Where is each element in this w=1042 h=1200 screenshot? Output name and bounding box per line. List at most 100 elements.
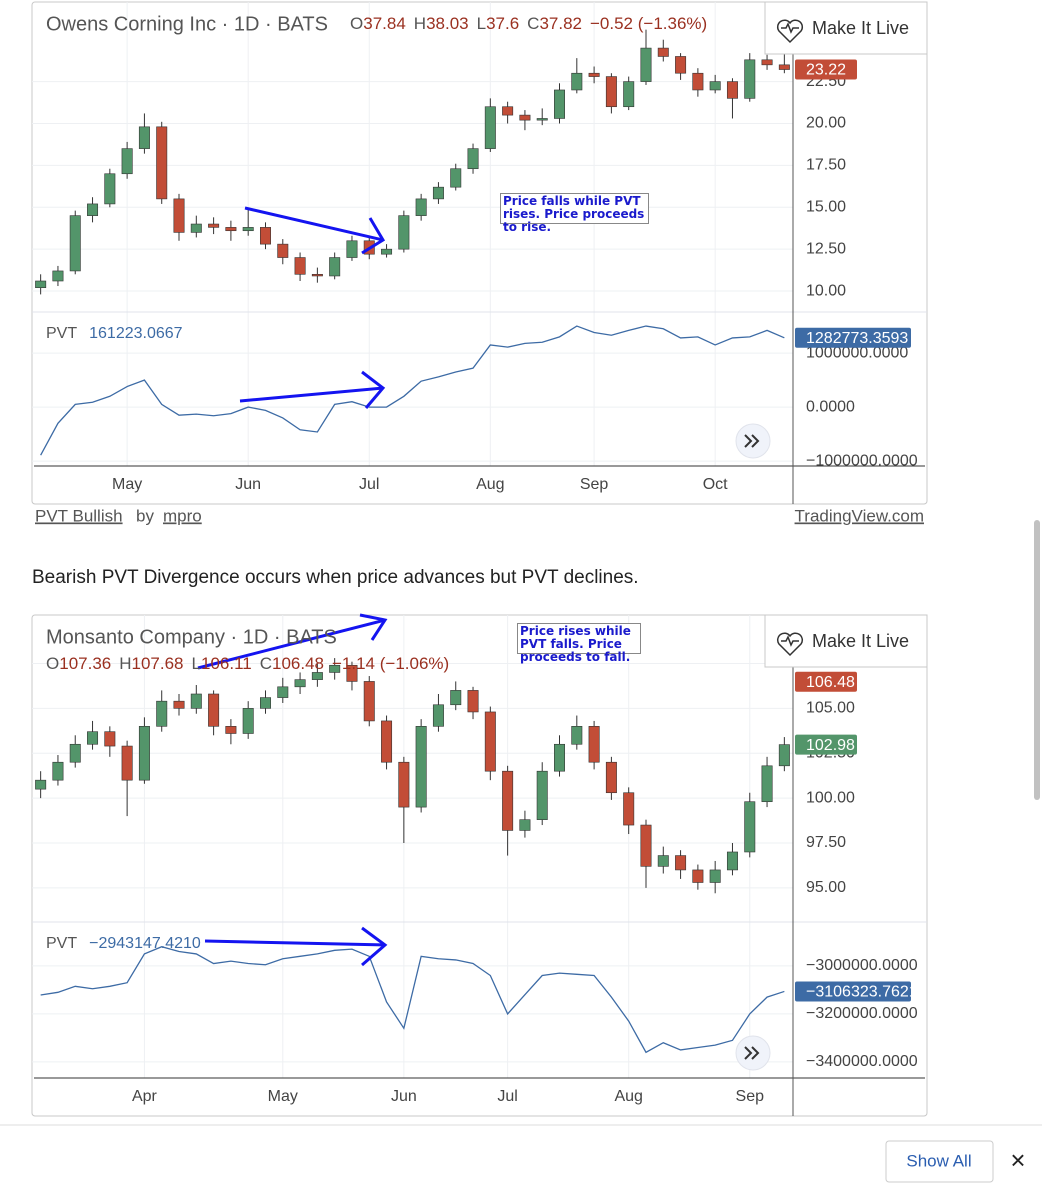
- candle-body: [52, 270, 64, 282]
- candle-body: [605, 76, 617, 108]
- y-tick-label: 0.0000: [806, 398, 855, 415]
- candle-body: [519, 114, 531, 121]
- candle-body: [657, 855, 669, 867]
- pvt-value: −2943147.4210: [89, 935, 201, 952]
- candle-body: [761, 59, 773, 66]
- author-link[interactable]: mpro: [163, 506, 202, 525]
- pvt-name: PVT: [46, 935, 77, 952]
- candle-body: [311, 672, 323, 680]
- candle-body: [692, 869, 704, 883]
- heart-icon: [776, 632, 804, 657]
- make-it-live-button[interactable]: [764, 1, 928, 55]
- y-tick-label: 97.50: [806, 834, 846, 851]
- y-tick-label: −3400000.0000: [806, 1053, 918, 1070]
- candle-body: [657, 47, 669, 57]
- annotation-arrowhead: [359, 613, 388, 641]
- chart-title: Monsanto Company · 1D · BATS: [46, 626, 337, 648]
- candle-body: [329, 664, 341, 673]
- ohlc-change: −0.52 (−1.36%): [590, 14, 707, 33]
- chevron-icon: [744, 1046, 760, 1060]
- ohlc-key: L: [192, 654, 201, 673]
- paragraph: Bearish PVT Divergence occurs when price…: [32, 567, 639, 588]
- make-it-live-button[interactable]: [764, 614, 928, 668]
- candle-body: [173, 198, 185, 233]
- show-all-button[interactable]: [885, 1140, 994, 1183]
- pvt-line: [40, 946, 785, 1054]
- candle-body: [277, 686, 289, 698]
- annotation-note: Price rises while PVT falls. Price proce…: [517, 623, 641, 664]
- candle-body: [502, 106, 514, 116]
- y-tick-label: 1000000.0000: [806, 344, 908, 361]
- candle-body: [35, 779, 47, 790]
- pvt-name: PVT: [46, 325, 77, 342]
- annotation-arrowhead: [361, 217, 386, 255]
- candle-body: [225, 726, 237, 734]
- show-all-label: Show All: [906, 1151, 971, 1170]
- ohlc-key: H: [119, 654, 131, 673]
- candle-body: [709, 81, 721, 91]
- candle-body: [623, 81, 635, 108]
- candle-body: [571, 72, 583, 91]
- candle-body: [173, 700, 185, 709]
- pvt-value: 161223.0667: [89, 325, 183, 342]
- candle-body: [640, 47, 652, 82]
- chart-title: Owens Corning Inc · 1D · BATS: [46, 13, 328, 35]
- candle-body: [554, 89, 566, 119]
- close-button[interactable]: ×: [1010, 1145, 1025, 1175]
- ohlc-value: 107.68: [132, 654, 184, 673]
- candle-body: [208, 223, 220, 228]
- candle-body: [242, 708, 254, 734]
- candle-body: [588, 72, 600, 77]
- x-tick-label: Jul: [497, 1088, 517, 1105]
- candle-body: [450, 168, 462, 188]
- candle-body: [138, 726, 150, 781]
- candle-body: [208, 693, 220, 727]
- annotation-arrow: [197, 618, 386, 670]
- candle-body: [156, 700, 168, 727]
- candle-body: [519, 819, 531, 831]
- button-label: Make It Live: [812, 18, 909, 38]
- script-link[interactable]: PVT Bullish: [35, 506, 123, 525]
- x-tick-label: May: [268, 1088, 298, 1105]
- x-tick-label: Oct: [703, 476, 728, 493]
- x-tick-label: Jul: [359, 476, 379, 493]
- bottom-bar: [0, 1125, 1042, 1200]
- annotation-arrow: [239, 386, 384, 403]
- pvt-legend: PVT 161223.0667: [46, 325, 183, 342]
- pvt-legend: PVT −2943147.4210: [46, 935, 201, 952]
- chart-frame: [31, 614, 928, 1117]
- annotation-arrowhead: [361, 926, 388, 967]
- ohlc-legend: O107.36 H107.68 L106.11 C106.48 −1.14 (−1.06…: [46, 654, 449, 673]
- candle-body: [156, 126, 168, 200]
- candle-body: [294, 679, 306, 688]
- candle-body: [640, 824, 652, 867]
- ohlc-key: O: [350, 14, 363, 33]
- ohlc-change: −1.14 (−1.06%): [332, 654, 449, 673]
- ohlc-key: H: [414, 14, 426, 33]
- chevron-icon: [744, 434, 760, 448]
- x-tick-label: Jun: [235, 476, 261, 493]
- candle-body: [744, 59, 756, 99]
- y-tick-label: 12.50: [806, 240, 846, 257]
- ohlc-value: 37.6: [486, 14, 519, 33]
- candle-body: [69, 215, 81, 272]
- price-tag: [795, 327, 911, 348]
- ohlc-value: 107.36: [59, 654, 111, 673]
- site-link[interactable]: TradingView.com: [795, 506, 924, 525]
- candle-body: [675, 855, 687, 871]
- x-tick-label: May: [112, 476, 142, 493]
- scrollbar-thumb[interactable]: [1034, 520, 1040, 800]
- candle-body: [277, 243, 289, 258]
- candle-body: [190, 223, 202, 233]
- candle-body: [502, 770, 514, 831]
- annotation-arrow: [244, 206, 384, 242]
- x-tick-label: Apr: [132, 1088, 158, 1105]
- y-tick-label: 105.00: [806, 700, 855, 717]
- candle-body: [726, 81, 738, 99]
- scroll-button[interactable]: [735, 1035, 771, 1071]
- candle-body: [225, 227, 237, 232]
- candle-body: [35, 280, 47, 289]
- annotation-arrow: [204, 939, 386, 947]
- scroll-button[interactable]: [735, 423, 771, 459]
- y-tick-label: −3200000.0000: [806, 1005, 918, 1022]
